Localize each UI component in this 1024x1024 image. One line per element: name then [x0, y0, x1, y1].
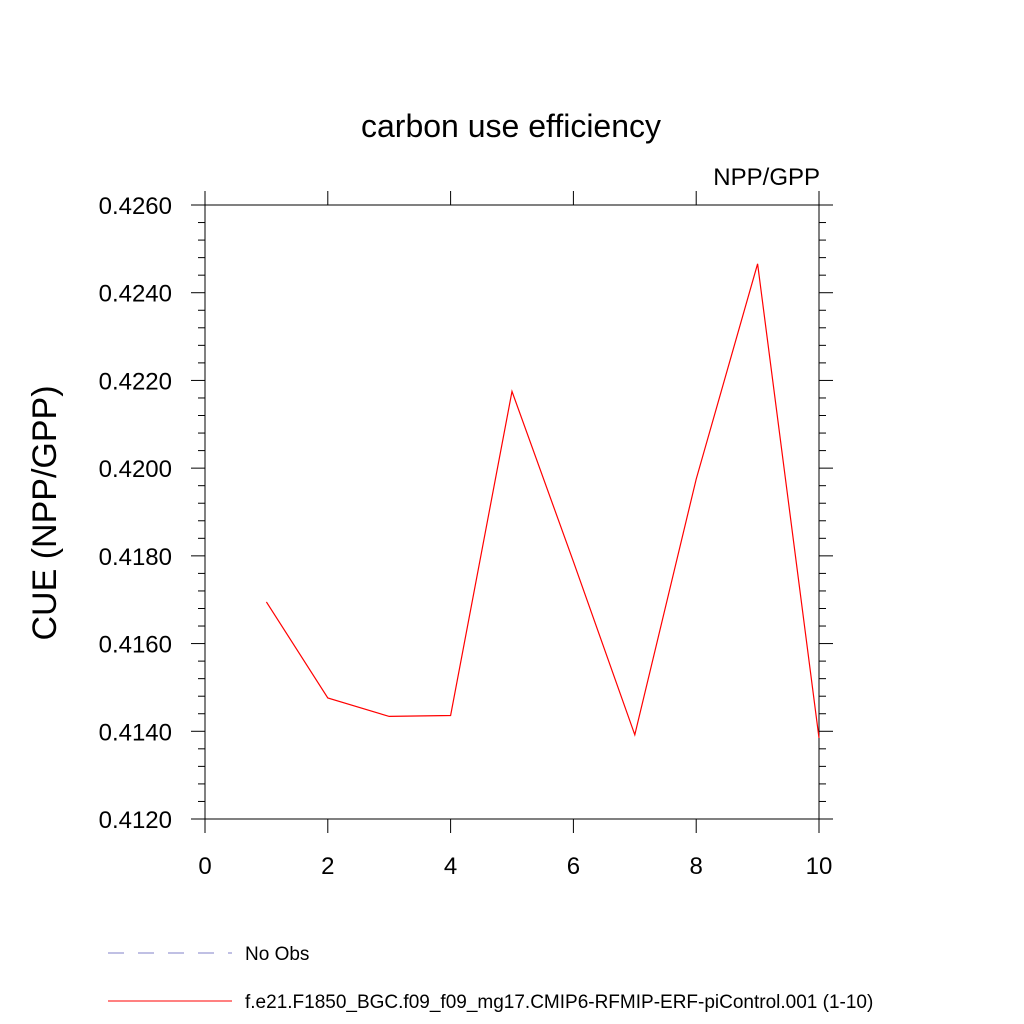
chart-subtitle: NPP/GPP — [713, 164, 820, 191]
y-tick-label: 0.4120 — [99, 807, 172, 834]
y-tick-label: 0.4180 — [99, 544, 172, 571]
y-tick-label: 0.4240 — [99, 281, 172, 308]
series-group — [265, 263, 820, 738]
legend-label: No Obs — [245, 944, 309, 965]
x-tick-label: 8 — [690, 853, 703, 880]
plot-frame — [204, 204, 820, 820]
chart-title: carbon use efficiency — [361, 108, 661, 144]
x-tick-label: 0 — [198, 853, 211, 880]
y-tick-label: 0.4160 — [99, 632, 172, 659]
axis-ticks — [191, 191, 833, 833]
x-tick-label: 10 — [806, 853, 833, 880]
y-tick-label: 0.4260 — [99, 193, 172, 220]
x-tick-label: 6 — [567, 853, 580, 880]
series-line — [265, 263, 820, 738]
y-axis-label: CUE (NPP/GPP) — [26, 385, 64, 640]
y-tick-label: 0.4140 — [99, 719, 172, 746]
y-tick-label: 0.4200 — [99, 456, 172, 483]
tick-labels: 0 2 4 6 8 10 0.4120 0.4140 0.4160 0.4180 0.4200 0.4… — [99, 193, 833, 880]
x-tick-label: 2 — [321, 853, 334, 880]
x-tick-label: 4 — [444, 853, 457, 880]
legend-label: f.e21.F1850_BGC.f09_f09_mg17.CMIP6-RFMIP… — [245, 992, 873, 1013]
legend: No Obs f.e21.F1850_BGC.f09_f09_mg17.CMIP6… — [108, 944, 873, 1013]
y-tick-label: 0.4220 — [99, 368, 172, 395]
